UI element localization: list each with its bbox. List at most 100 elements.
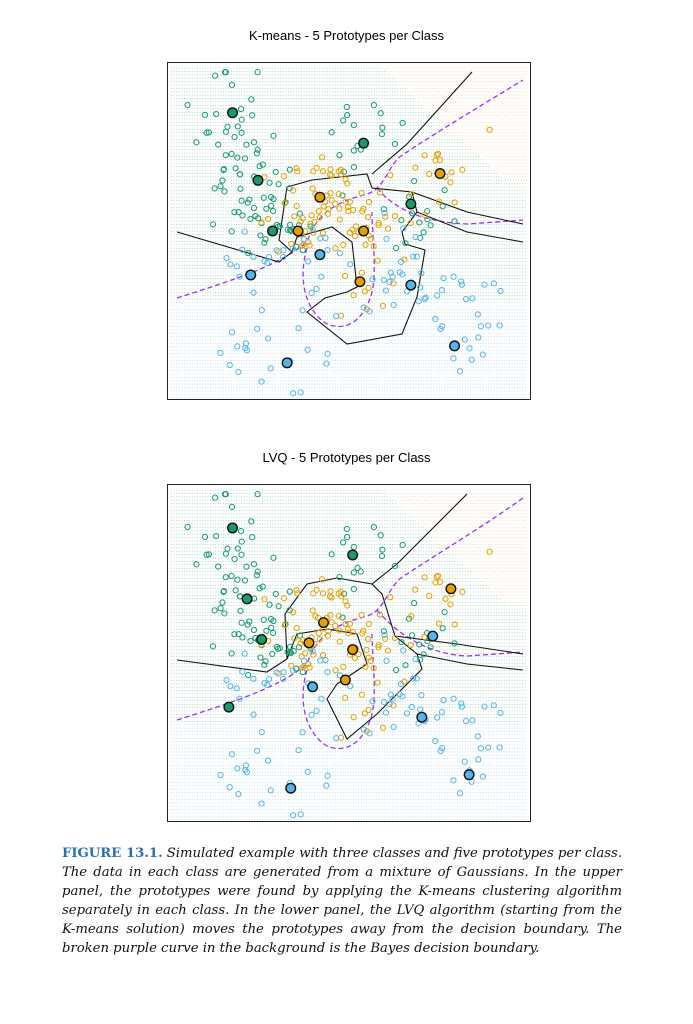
blue-data-point	[413, 253, 420, 260]
green-data-point	[260, 194, 267, 201]
green-data-point	[391, 562, 399, 570]
orange-data-point	[351, 654, 358, 662]
blue-data-point	[250, 253, 257, 260]
green-data-point	[237, 185, 244, 192]
blue-data-point	[462, 295, 470, 303]
blue-data-point	[468, 356, 475, 363]
orange-data-point	[258, 219, 265, 226]
blue-data-point	[265, 675, 273, 683]
green-data-point	[380, 628, 387, 635]
blue-data-point	[400, 225, 407, 232]
orange-data-point	[432, 579, 439, 586]
orange-data-point	[305, 660, 312, 668]
blue-data-point	[481, 703, 488, 710]
green-data-point	[293, 243, 300, 250]
green-data-point	[268, 624, 275, 631]
blue-data-point	[290, 390, 297, 397]
blue-data-point	[381, 209, 388, 217]
green-data-point	[260, 616, 267, 623]
green-data-point	[270, 629, 277, 637]
green-data-point	[246, 196, 253, 203]
orange-data-point	[325, 628, 332, 635]
orange-data-point	[328, 619, 335, 626]
blue-data-point	[383, 235, 390, 242]
orange-data-point	[349, 629, 357, 636]
green-data-point	[237, 607, 244, 614]
orange-data-point	[407, 641, 414, 649]
orange-data-point	[318, 576, 326, 583]
blue-data-point	[234, 343, 241, 350]
green-data-point	[244, 621, 251, 628]
green-data-point	[441, 187, 448, 194]
blue-data-point	[279, 675, 287, 683]
blue-data-point	[233, 263, 240, 270]
orange-data-point	[370, 665, 377, 672]
green-data-point	[273, 643, 280, 651]
green-data-point	[203, 551, 210, 558]
orange-data-point	[332, 622, 339, 629]
blue-data-point	[434, 714, 441, 721]
green-data-point	[193, 139, 200, 146]
orange-data-point	[332, 245, 339, 252]
green-data-point	[254, 146, 261, 153]
green-data-point	[221, 610, 228, 617]
blue-data-point	[267, 365, 274, 372]
green-data-point	[299, 669, 306, 676]
green-data-point	[238, 197, 245, 204]
green-data-point	[411, 177, 418, 185]
green-data-point	[261, 239, 268, 246]
orange-data-point	[459, 588, 466, 595]
green-data-point	[398, 639, 405, 646]
orange-prototype	[292, 225, 304, 237]
orange-data-point	[313, 586, 320, 593]
green-data-point	[238, 116, 245, 123]
blue-data-point	[458, 278, 465, 285]
orange-data-point	[408, 613, 415, 620]
green-data-point	[209, 643, 217, 650]
blue-data-point	[297, 811, 304, 818]
blue-data-point	[323, 782, 330, 789]
green-data-point	[211, 185, 218, 192]
blue-data-point	[418, 270, 425, 277]
blue-data-point	[347, 683, 354, 690]
blue-data-point	[496, 322, 503, 329]
green-data-point	[249, 112, 256, 119]
orange-data-point	[310, 590, 317, 597]
green-data-point	[343, 103, 350, 111]
orange-data-point	[365, 198, 373, 206]
orange-data-point	[435, 620, 443, 627]
green-prototype	[256, 633, 268, 645]
green-data-point	[340, 539, 347, 546]
orange-data-point	[365, 213, 372, 221]
green-data-point	[252, 212, 259, 220]
blue-data-point	[461, 336, 468, 343]
green-data-point	[263, 205, 270, 212]
blue-data-point	[390, 301, 397, 309]
blue-data-point	[410, 675, 417, 682]
green-data-point	[398, 217, 405, 224]
green-data-point	[257, 654, 264, 661]
orange-data-point	[294, 590, 301, 597]
blue-prototype	[285, 782, 297, 794]
green-data-point	[439, 625, 446, 632]
orange-data-point	[319, 651, 327, 659]
blue-data-point	[299, 307, 306, 314]
orange-prototype	[318, 617, 330, 629]
green-data-point	[249, 534, 256, 541]
orange-data-point	[412, 586, 419, 593]
green-data-point	[222, 152, 229, 159]
green-data-point	[399, 119, 406, 127]
blue-data-point	[450, 355, 457, 362]
blue-data-point	[226, 784, 233, 791]
orange-data-point	[289, 187, 297, 194]
green-data-point	[243, 141, 250, 148]
blue-data-point	[386, 278, 393, 286]
orange-data-point	[315, 208, 322, 215]
green-data-point	[377, 532, 384, 539]
plot-frame	[167, 62, 531, 400]
orange-data-point	[459, 166, 466, 173]
orange-data-point	[390, 702, 397, 709]
green-data-point	[245, 671, 252, 679]
green-data-point	[328, 129, 335, 136]
green-prototype	[252, 174, 264, 186]
